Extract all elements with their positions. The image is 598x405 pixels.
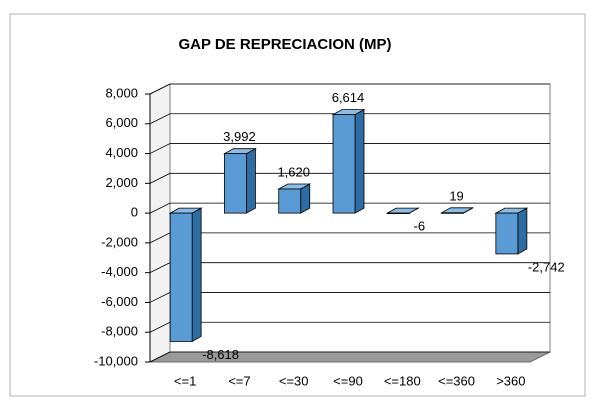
bar-side xyxy=(246,147,256,214)
y-tick-label: 4,000 xyxy=(105,145,138,160)
bar xyxy=(495,212,519,255)
value-label: -8,618 xyxy=(202,347,239,362)
y-tick-label: -6,000 xyxy=(101,294,138,309)
grid-line xyxy=(149,202,550,214)
y-tick-label: 6,000 xyxy=(105,115,138,130)
grid-line xyxy=(149,113,550,125)
bar xyxy=(169,212,193,342)
x-tick-label: <=30 xyxy=(279,373,309,388)
value-label: 3,992 xyxy=(223,129,256,144)
y-tick-label: 2,000 xyxy=(105,175,138,190)
y-tick-label: -2,000 xyxy=(101,234,138,249)
grid-line xyxy=(149,351,550,363)
y-tick-label: -8,000 xyxy=(101,324,138,339)
chart-title: GAP DE REPRECIACION (MP) xyxy=(178,36,391,53)
grid-line xyxy=(149,83,550,95)
bar xyxy=(224,153,247,214)
bar xyxy=(332,114,356,214)
x-tick-label: <=90 xyxy=(333,373,363,388)
x-tick-label: >360 xyxy=(496,373,525,388)
bar xyxy=(441,212,464,214)
grid-line xyxy=(149,172,550,184)
value-label: 19 xyxy=(449,188,463,203)
y-tick-label: 8,000 xyxy=(105,85,138,100)
grid-line xyxy=(149,143,550,154)
y-tick-label: -10,000 xyxy=(94,353,138,368)
x-tick-label: <=7 xyxy=(228,373,250,388)
value-label: -2,742 xyxy=(528,259,565,274)
x-tick-label: <=180 xyxy=(384,373,421,388)
bar-side xyxy=(517,207,528,255)
x-tick-label: <=1 xyxy=(174,373,196,388)
y-tick-label: 0 xyxy=(131,205,138,220)
y-tick-label: -4,000 xyxy=(101,264,138,279)
bar-side xyxy=(191,207,202,343)
bar xyxy=(278,188,302,214)
side-wall xyxy=(149,83,171,363)
x-tick-label: <=360 xyxy=(438,373,475,388)
value-label: 1,620 xyxy=(277,164,310,179)
bar-side xyxy=(354,108,365,214)
value-label: 6,614 xyxy=(332,90,365,105)
bar xyxy=(386,212,410,215)
value-label: -6 xyxy=(414,219,426,234)
